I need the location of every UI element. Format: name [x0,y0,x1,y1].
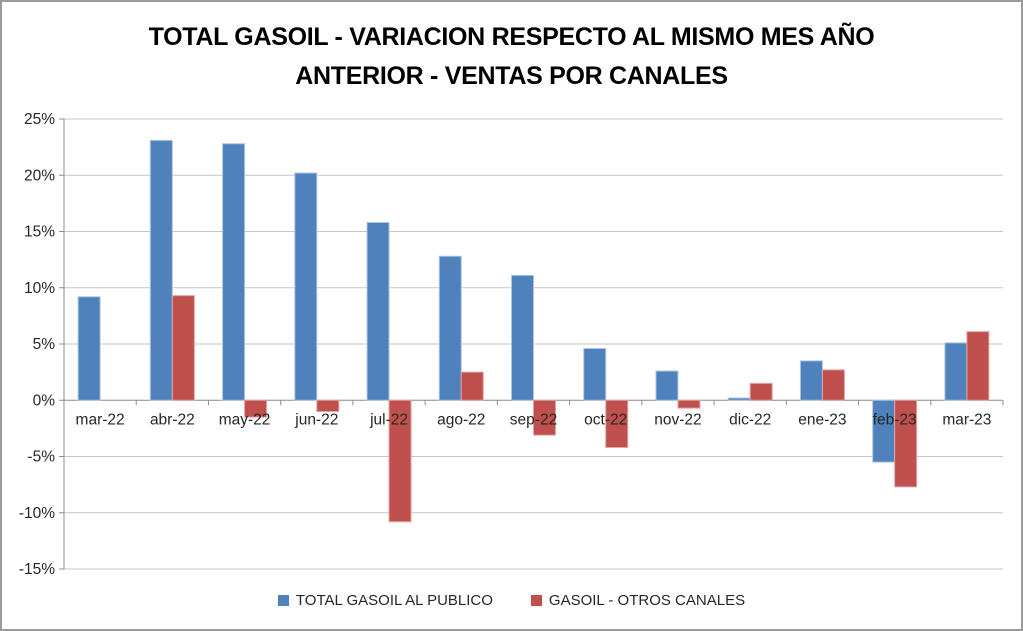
bar-ago-22-series-0 [438,255,462,401]
x-axis-ticks [63,400,1004,406]
x-tick-label: ago-22 [437,411,485,428]
bar-ene-23-series-0 [799,360,823,401]
x-tick-label: sep-22 [510,411,557,428]
bar-abr-22-series-1 [171,295,195,401]
bar-jun-22-series-0 [294,172,318,401]
chart-title: TOTAL GASOIL - VARIACION RESPECTO AL MIS… [148,23,875,90]
bar-ago-22-series-1 [460,371,484,401]
x-tick-label: feb-23 [873,411,917,428]
bar-nov-22-series-1 [677,399,701,409]
x-tick-label: jun-22 [294,411,338,428]
bar-series-1 [171,295,990,523]
bar-dic-22-series-1 [749,382,773,401]
bar-ene-23-series-1 [821,369,845,401]
bar-mar-23-series-0 [944,342,968,401]
bar-feb-23-series-1 [894,399,918,488]
x-tick-label: ene-23 [798,411,846,428]
bar-feb-23-series-0 [872,399,896,463]
x-tick-label: nov-22 [654,411,701,428]
bar-may-22-series-0 [222,143,246,401]
x-axis-labels: mar-22 abr-22 may-22 jun-22 jul-22 ago-22 sep-… [76,411,992,428]
y-axis-labels: -15% -10% -5% 0% 5% 10% 15% 20% 25% [19,111,55,578]
y-tick-label: 0% [33,392,56,409]
x-tick-label: mar-23 [942,411,991,428]
plot-area: -15%-10%-5%0%5%10%15%20%25%mar-22 abr-22 m… [19,111,1004,578]
bar-jul-22-series-1 [388,399,412,523]
y-tick-label: -10% [19,505,55,522]
x-tick-label: may-22 [219,411,271,428]
y-tick-label: 5% [33,336,56,353]
bar-nov-22-series-0 [655,370,679,401]
y-tick-label: 20% [24,167,55,184]
x-tick-label: mar-22 [76,411,125,428]
x-tick-label: jul-22 [369,411,408,428]
y-tick-label: -5% [27,449,55,466]
bar-mar-23-series-1 [966,331,990,401]
bar-abr-22-series-0 [149,139,173,401]
bar-may-22-series-1 [244,399,268,418]
legend-swatch-blue-icon [277,595,289,606]
legend-item-gasoil-otros-canales: GASOIL - OTROS CANALES [530,592,746,609]
bar-sep-22-series-0 [511,274,534,401]
legend-label-total-gasoil-al-publico: TOTAL GASOIL AL PUBLICO [295,592,493,609]
legend-swatch-red-icon [530,595,542,606]
legend: TOTAL GASOIL AL PUBLICO GASOIL - OTROS C… [2,592,1021,609]
bar-jun-22-series-1 [316,399,340,412]
bar-jul-22-series-0 [366,222,390,401]
x-tick-label: dic-22 [729,411,771,428]
y-tick-label: 25% [24,111,55,128]
legend-item-total-gasoil-al-publico: TOTAL GASOIL AL PUBLICO [277,592,493,609]
y-tick-label: 10% [24,280,55,297]
x-tick-label: abr-22 [150,411,195,428]
bar-dic-22-series-0 [727,397,751,401]
bar-sep-22-series-1 [533,399,556,436]
bar-oct-22-series-0 [583,348,607,401]
y-tick-label: 15% [24,224,55,241]
bar-series-0 [77,139,968,463]
x-tick-label: oct-22 [584,411,627,428]
legend-label-gasoil-otros-canales: GASOIL - OTROS CANALES [548,592,746,609]
y-tick-label: -15% [19,561,55,578]
bar-mar-22-series-0 [77,296,101,401]
bar-oct-22-series-1 [605,399,629,448]
